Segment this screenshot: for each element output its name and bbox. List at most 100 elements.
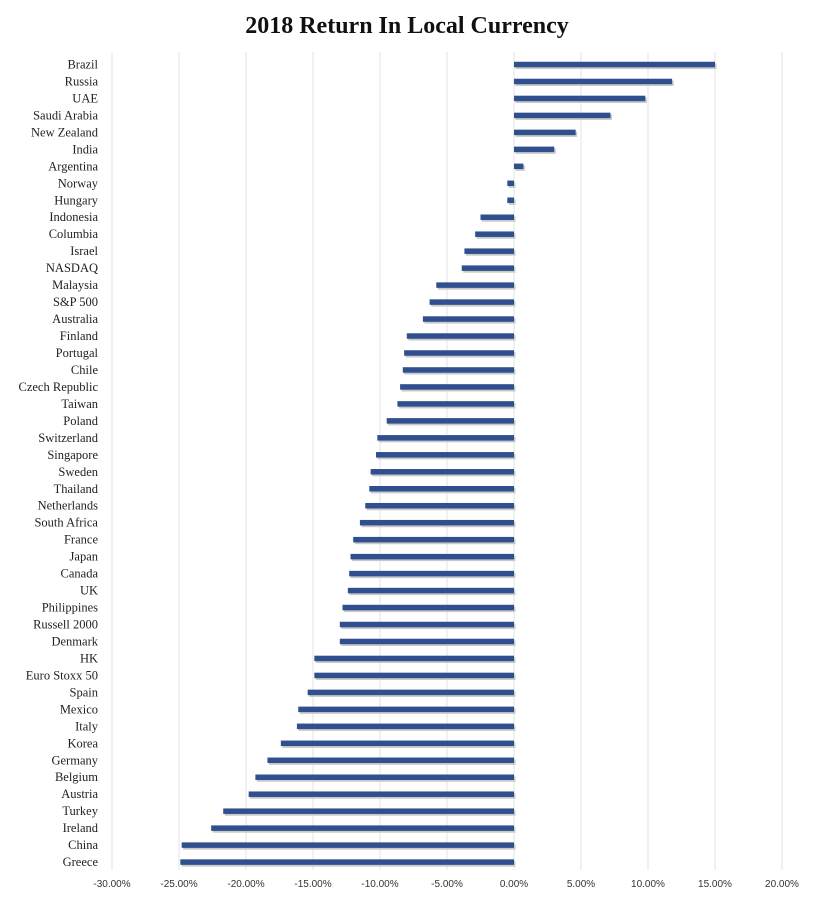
x-tick-label: 15.00% — [698, 879, 732, 890]
bar — [307, 689, 514, 696]
category-label: Sweden — [58, 465, 98, 479]
category-label: Finland — [60, 329, 99, 343]
bar — [339, 621, 514, 628]
bar — [342, 604, 514, 611]
bar — [296, 723, 514, 730]
bar — [507, 197, 514, 204]
category-label: Turkey — [62, 804, 98, 818]
category-label: South Africa — [34, 516, 98, 530]
category-label: Philippines — [42, 601, 98, 615]
category-label: Chile — [71, 363, 99, 377]
bars — [180, 61, 717, 867]
category-label: Saudi Arabia — [33, 108, 98, 122]
x-tick-label: -15.00% — [294, 879, 331, 890]
category-label: Switzerland — [38, 431, 98, 445]
bar — [377, 435, 514, 441]
category-label: India — [72, 142, 98, 156]
category-label: Portugal — [56, 346, 99, 360]
category-label: UK — [80, 584, 98, 598]
bar — [365, 502, 514, 509]
category-labels: Brazil Russia UAE Saudi Arabia New Zealand In… — [19, 58, 99, 870]
x-tick-label: -5.00% — [431, 879, 463, 890]
category-label: Mexico — [60, 702, 98, 716]
bar — [404, 350, 514, 356]
x-tick-label: 5.00% — [567, 879, 595, 890]
category-label: Ireland — [63, 821, 99, 835]
category-label: UAE — [72, 91, 98, 105]
category-label: Columbia — [49, 227, 99, 241]
category-label: Euro Stoxx 50 — [26, 668, 98, 682]
x-axis-tick-labels: -30.00% -25.00% -20.00% -15.00% -10.00% -5.00… — [93, 879, 799, 890]
category-label: Netherlands — [38, 499, 99, 513]
bar — [375, 452, 514, 458]
bar — [464, 248, 514, 254]
bar — [406, 333, 514, 339]
bar — [223, 808, 514, 814]
category-label: Norway — [58, 176, 99, 190]
category-label: S&P 500 — [53, 295, 98, 309]
x-tick-label: -10.00% — [361, 879, 398, 890]
gridlines — [111, 52, 783, 870]
category-label: New Zealand — [31, 125, 99, 139]
category-label: Singapore — [47, 448, 98, 462]
bar — [211, 825, 514, 831]
bar — [514, 163, 524, 170]
bar — [181, 842, 514, 848]
category-label: Spain — [70, 685, 99, 699]
bar — [314, 672, 514, 679]
chart-title: 2018 Return In Local Currency — [245, 13, 569, 39]
category-label: Korea — [67, 736, 98, 750]
bar — [397, 401, 514, 407]
category-label: Russell 2000 — [33, 618, 98, 632]
category-label: Israel — [70, 244, 98, 258]
bar — [429, 299, 514, 305]
bar — [514, 112, 611, 119]
bar — [514, 61, 715, 68]
bar — [475, 231, 514, 237]
bar — [180, 859, 514, 865]
x-tick-label: 0.00% — [500, 879, 528, 890]
bar — [514, 78, 673, 85]
bar — [507, 180, 514, 187]
category-label: Malaysia — [52, 278, 98, 292]
category-label: HK — [80, 651, 98, 665]
bar — [369, 486, 514, 492]
category-label: Hungary — [54, 193, 98, 207]
bar — [514, 146, 555, 153]
bar — [370, 469, 514, 475]
bar — [461, 265, 514, 271]
x-tick-label: 20.00% — [765, 879, 799, 890]
bar — [436, 282, 514, 288]
bar — [349, 570, 514, 577]
bar — [353, 536, 514, 543]
x-tick-label: 10.00% — [631, 879, 665, 890]
category-label: Japan — [70, 550, 99, 564]
bar — [359, 519, 514, 526]
category-label: China — [68, 838, 98, 852]
category-label: Italy — [75, 719, 99, 733]
category-label: NASDAQ — [46, 261, 98, 275]
bar — [248, 791, 514, 797]
bar — [255, 774, 514, 780]
category-label: Belgium — [55, 770, 98, 784]
category-label: Taiwan — [61, 397, 98, 411]
category-label: Czech Republic — [19, 380, 99, 394]
category-label: Argentina — [48, 159, 98, 173]
category-label: Greece — [63, 855, 99, 869]
category-label: Brazil — [67, 58, 98, 72]
category-label: Poland — [63, 414, 98, 428]
bar — [514, 129, 576, 136]
bar — [267, 757, 514, 764]
category-label: Australia — [52, 312, 98, 326]
x-tick-label: -30.00% — [93, 879, 130, 890]
category-label: Austria — [61, 787, 98, 801]
category-label: Indonesia — [49, 210, 98, 224]
category-label: Russia — [65, 74, 99, 88]
category-label: Thailand — [54, 482, 99, 496]
bar — [400, 384, 514, 390]
x-tick-label: -20.00% — [227, 879, 264, 890]
bar — [350, 553, 514, 560]
category-label: Germany — [51, 753, 98, 767]
category-label: Denmark — [51, 634, 98, 648]
